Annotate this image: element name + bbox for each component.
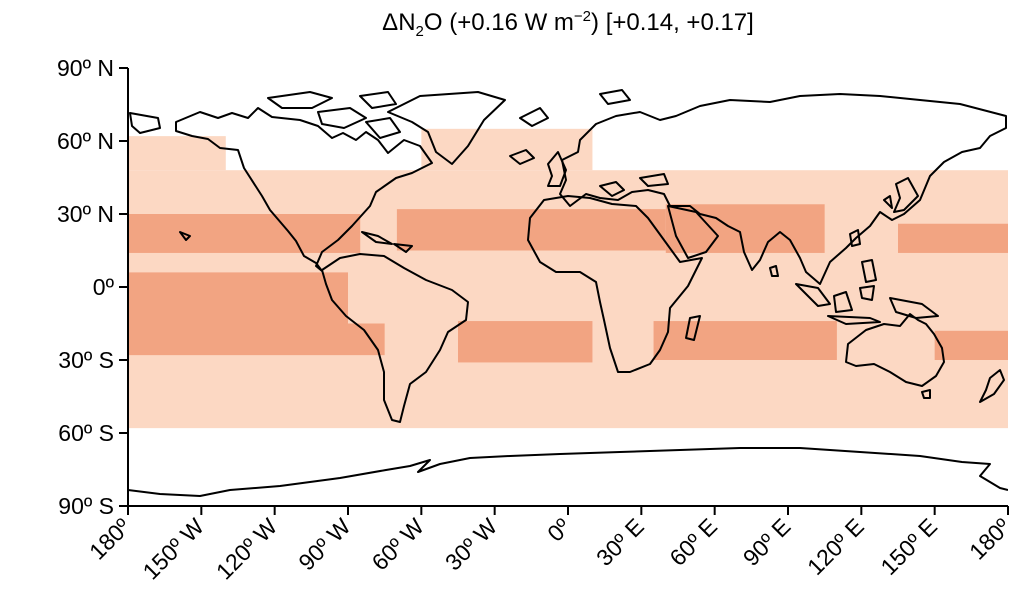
x-tick-label-3: 90º W — [293, 513, 355, 575]
field-region-high-6 — [898, 223, 1008, 253]
y-tick-label-6: 90º S — [58, 493, 114, 519]
coastline-great-britain — [547, 151, 567, 187]
field-region-high-8 — [128, 323, 385, 356]
x-tick-label-5: 30º W — [440, 513, 502, 575]
y-tick-label-4: 30º S — [58, 347, 114, 373]
coastline-arctic-islands — [267, 89, 631, 139]
coastline-north-america — [129, 107, 433, 272]
field-region-low-1 — [421, 128, 593, 171]
field-region-high-11 — [934, 330, 1008, 360]
x-tick-label-4: 60º W — [367, 513, 429, 575]
coastline-australia — [845, 313, 945, 387]
x-tick-label-10: 120º E — [802, 513, 869, 580]
y-tick-label-0: 90º N — [57, 55, 114, 81]
radiative-forcing-field — [128, 128, 1008, 429]
coastline-south-america — [321, 253, 469, 423]
x-tick-label-7: 30º E — [591, 513, 649, 571]
field-region-high-3 — [128, 214, 361, 253]
field-region-high-10 — [653, 321, 837, 360]
coastline-madagascar — [685, 315, 701, 341]
x-tick-label-8: 60º E — [664, 513, 722, 571]
coastline-eurasia — [559, 93, 1007, 285]
x-tick-label-11: 150º E — [875, 513, 942, 580]
field-region-high-9 — [458, 321, 593, 363]
field-region-high-7 — [128, 272, 348, 324]
coastline-greenland — [387, 91, 506, 165]
field-region-high-5 — [665, 204, 825, 253]
coastline-new-zealand — [921, 369, 1005, 403]
map-title: ΔN2O (+0.16 W m−2) [+0.14, +0.17] — [382, 8, 754, 40]
x-tick-label-1: 150º W — [138, 513, 210, 585]
coastline-indonesia — [795, 283, 939, 325]
coastline-iceland — [509, 149, 535, 165]
coastline-africa — [527, 195, 703, 373]
field-region-low-2 — [128, 136, 226, 171]
x-tick-label-12: 180º — [964, 513, 1016, 565]
y-tick-label-2: 30º N — [57, 201, 114, 227]
coastline-antarctica — [128, 447, 1008, 497]
y-tick-label-3: 0º — [93, 274, 115, 300]
coastline-asian-islands — [769, 177, 919, 283]
x-tick-label-2: 120º W — [211, 513, 283, 585]
coastline-mediterranean-islands — [599, 173, 669, 197]
coastline-caribbean — [179, 231, 413, 253]
x-tick-label-0: 180º — [84, 513, 136, 565]
x-tick-label-6: 0º — [542, 513, 576, 547]
y-tick-label-5: 60º S — [58, 420, 114, 446]
x-tick-label-9: 90º E — [738, 513, 796, 571]
coastline-arabia — [667, 205, 719, 259]
coastlines — [128, 89, 1008, 497]
y-tick-label-1: 60º N — [57, 128, 114, 154]
